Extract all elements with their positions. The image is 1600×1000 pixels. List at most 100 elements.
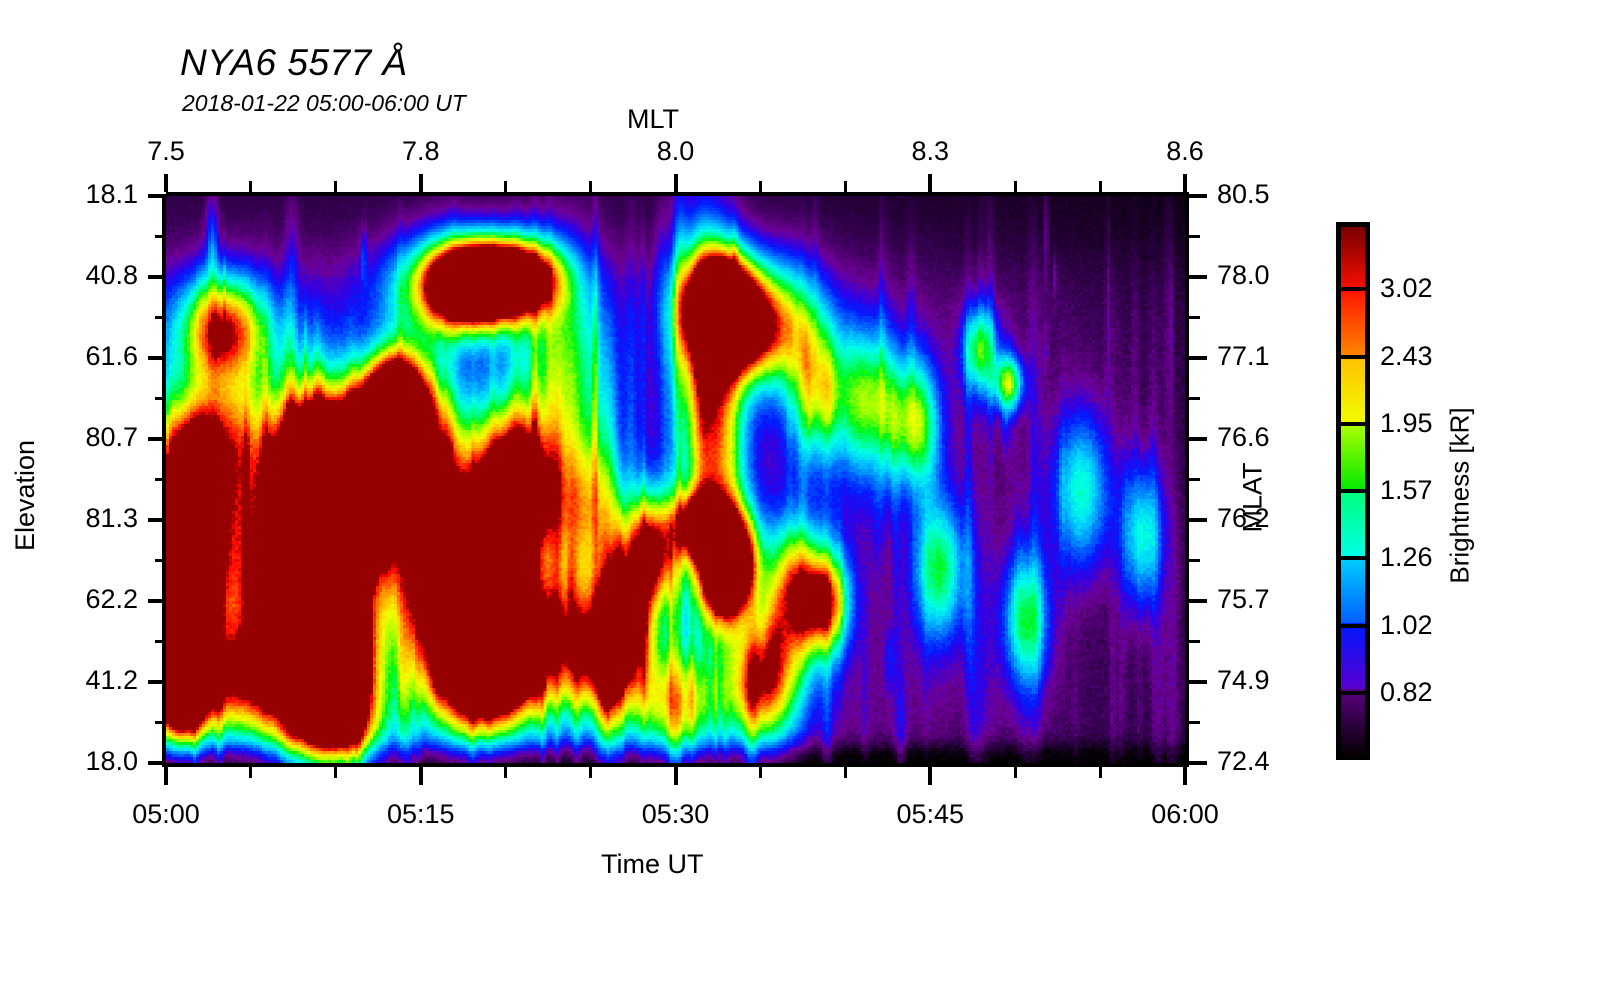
mlat-minor-tick [1189,316,1200,319]
mlt-tick [928,174,933,192]
colorbar-divider [1336,690,1370,695]
x-tick-label: 06:00 [1151,799,1219,829]
x-minor-tick [843,767,847,778]
x-tick-label: 05:45 [896,799,965,829]
y-tick-label: 41.2 [85,665,138,695]
mlat-tick [1189,518,1207,522]
mlt-tick [673,174,678,192]
colorbar-tick-label: 2.43 [1380,340,1433,371]
y-tick [148,194,166,198]
mlat-minor-tick [1189,478,1200,481]
mlt-axis-title: MLT [627,104,679,134]
mlt-minor-tick [1098,181,1102,192]
y-minor-tick [155,721,166,724]
keogram-canvas [166,196,1185,763]
mlat-tick-label: 77.1 [1217,341,1270,371]
top-axis-line [166,192,1189,196]
y-tick [148,518,166,522]
colorbar-divider [1336,421,1370,426]
mlat-tick [1189,275,1207,279]
colorbar-tick-label: 1.02 [1380,609,1433,640]
mlat-tick-label: 78.0 [1217,260,1270,290]
y-tick-label: 80.7 [85,422,138,452]
mlat-tick [1189,356,1207,360]
mlat-tick-label: 76.2 [1217,503,1270,533]
y-tick-label: 81.3 [85,503,138,533]
y-tick-label: 40.8 [85,260,138,290]
colorbar-divider [1336,623,1370,628]
y-tick [148,356,166,360]
y-tick [148,437,166,441]
mlt-minor-tick [1013,181,1017,192]
mlt-tick-label: 8.0 [656,136,695,166]
mlat-tick-label: 76.6 [1217,422,1270,452]
mlt-minor-tick [758,181,762,192]
y-tick [148,680,166,684]
y-minor-tick [155,559,166,562]
mlt-minor-tick [504,181,508,192]
mlt-tick-label: 8.6 [1166,136,1204,166]
x-minor-tick [1098,767,1102,778]
x-tick-label: 05:15 [386,799,455,829]
x-axis-title: Time UT [601,849,704,879]
page-title: NYA6 5577 Å [180,42,408,83]
mlat-tick-label: 75.7 [1217,584,1270,614]
x-tick [928,767,933,785]
y-minor-tick [155,316,166,319]
mlat-tick [1189,599,1207,603]
right-axis-line [1185,196,1189,767]
colorbar-tick-label: 1.26 [1380,542,1433,573]
subtitle: 2018-01-22 05:00-06:00 UT [182,90,466,116]
colorbar-tick-label: 1.57 [1380,475,1433,505]
y-tick-label: 62.2 [85,584,138,614]
mlt-minor-tick [843,181,847,192]
y-tick-label: 18.1 [85,179,138,209]
y-tick [148,599,166,603]
y-tick-label: 61.6 [85,341,138,371]
mlt-tick [418,174,423,192]
mlat-tick [1189,437,1207,441]
x-tick [673,767,678,785]
mlt-tick-label: 7.8 [401,136,440,166]
x-minor-tick [334,767,338,778]
y-tick [148,275,166,279]
heatmap-plot-area [166,196,1185,763]
x-minor-tick [504,767,508,778]
y-minor-tick [155,235,166,238]
y-minor-tick [155,640,166,643]
mlt-tick [164,174,168,192]
x-axis-line [166,763,1189,767]
colorbar-title: Brightness [kR] [1444,407,1475,584]
y-tick-label: 18.0 [85,746,138,776]
mlt-tick [1183,174,1187,192]
mlt-minor-tick [589,181,593,192]
mlat-tick-label: 72.4 [1217,746,1270,776]
x-tick [418,767,423,785]
x-minor-tick [249,767,253,778]
y-axis-line [162,196,166,767]
x-minor-tick [1013,767,1017,778]
colorbar-tick-label: 1.95 [1380,407,1433,438]
mlat-minor-tick [1189,721,1200,724]
y-minor-tick [155,397,166,400]
mlt-tick-label: 8.3 [911,136,950,166]
mlt-tick-label: 7.5 [147,136,185,166]
colorbar-divider [1336,354,1370,359]
mlat-tick [1189,680,1207,684]
mlat-tick [1189,194,1207,198]
x-tick-label: 05:30 [641,799,710,829]
mlt-minor-tick [249,181,253,192]
mlat-minor-tick [1189,397,1200,400]
mlt-minor-tick [334,181,338,192]
colorbar-tick-label: 3.02 [1380,273,1433,304]
x-tick [164,767,168,785]
y-axis-title: Elevation [10,439,41,552]
y-minor-tick [155,478,166,481]
mlat-minor-tick [1189,559,1200,562]
colorbar-tick-label: 0.82 [1380,676,1433,707]
x-minor-tick [758,767,762,778]
mlat-tick [1189,761,1207,765]
mlat-minor-tick [1189,640,1200,643]
mlat-tick-label: 80.5 [1217,179,1270,209]
